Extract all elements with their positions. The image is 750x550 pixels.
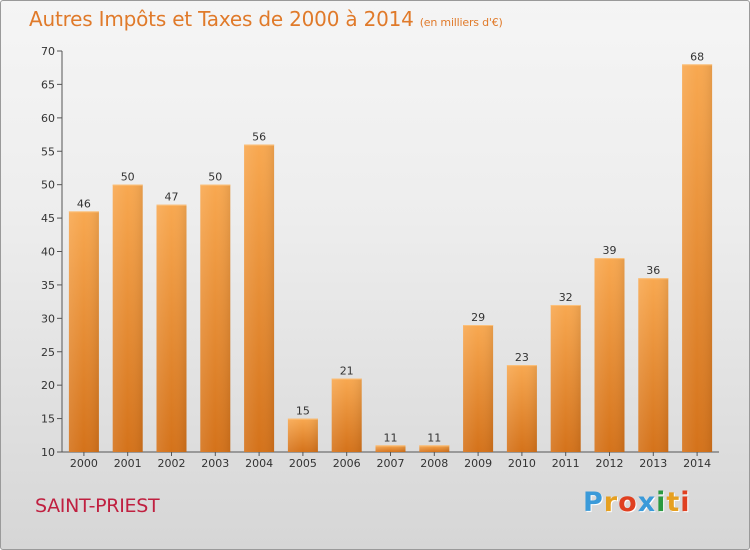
x-tick-label: 2014	[683, 457, 711, 470]
x-tick-label: 2000	[70, 457, 98, 470]
bar-value-label: 50	[121, 171, 135, 184]
chart-subtitle: (en milliers d'€)	[419, 16, 503, 29]
bar-shine	[506, 365, 537, 452]
bar-shine	[638, 278, 669, 452]
bar-value-label: 47	[165, 191, 179, 204]
logo-letter: o	[618, 487, 638, 518]
y-tick-label: 10	[41, 446, 55, 459]
y-tick-label: 60	[41, 112, 55, 125]
bar-shine	[331, 378, 362, 452]
bar-value-label: 36	[646, 264, 660, 277]
x-tick-label: 2005	[289, 457, 317, 470]
bar-shine	[200, 184, 231, 452]
y-tick-label: 50	[41, 179, 55, 192]
x-tick-label: 2010	[508, 457, 536, 470]
y-tick-label: 45	[41, 212, 55, 225]
bar-value-label: 21	[340, 364, 354, 377]
y-tick-label: 70	[41, 45, 55, 58]
chart-bars	[68, 64, 713, 453]
x-tick-label: 2002	[158, 457, 186, 470]
x-tick-label: 2009	[464, 457, 492, 470]
x-tick-label: 2012	[596, 457, 624, 470]
chart-axes: 10 15 20 25 30 35 40 45 50 55 60 65 70	[41, 45, 719, 459]
chart-labels: 46 2000 50 2001 47 2002 50 2003 56 2004 15 2005 21 20…	[70, 50, 711, 470]
y-tick-label: 30	[41, 312, 55, 325]
bar-value-label: 23	[515, 351, 529, 364]
x-tick-label: 2011	[552, 457, 580, 470]
x-tick-label: 2001	[114, 457, 142, 470]
bar-value-label: 39	[603, 244, 617, 257]
city-name: SAINT-PRIEST	[35, 495, 160, 517]
y-tick-label: 15	[41, 413, 55, 426]
bar-shine	[112, 184, 143, 452]
y-tick-label: 65	[41, 78, 55, 91]
x-tick-label: 2004	[245, 457, 273, 470]
logo-letter: i	[656, 487, 667, 518]
chart-title: Autres Impôts et Taxes de 2000 à 2014	[29, 7, 414, 31]
x-tick-label: 2003	[201, 457, 229, 470]
logo-letter: t	[666, 487, 681, 518]
proxiti-logo: Proxiti	[583, 487, 691, 518]
logo-letter: i	[680, 487, 691, 518]
bar-shine	[287, 418, 318, 452]
y-tick-label: 35	[41, 279, 55, 292]
bar-shine	[156, 204, 187, 452]
logo-letter: x	[637, 487, 657, 518]
bar-shine	[682, 64, 713, 452]
bar-shine	[375, 445, 406, 452]
chart-title-block: Autres Impôts et Taxes de 2000 à 2014 (en…	[29, 7, 503, 31]
bar-value-label: 29	[471, 311, 485, 324]
bar-value-label: 11	[384, 431, 398, 444]
bar-shine	[463, 325, 494, 452]
bar-shine	[419, 445, 450, 452]
y-tick-label: 40	[41, 246, 55, 259]
bar-shine	[68, 211, 99, 452]
bar-value-label: 46	[77, 197, 91, 210]
x-tick-label: 2013	[639, 457, 667, 470]
bar-shine	[550, 304, 581, 452]
bar-shine	[244, 144, 275, 453]
bar-shine	[594, 258, 625, 452]
x-tick-label: 2008	[420, 457, 448, 470]
bar-value-label: 68	[690, 50, 704, 63]
bar-value-label: 50	[208, 171, 222, 184]
y-tick-label: 20	[41, 379, 55, 392]
bar-value-label: 15	[296, 405, 310, 418]
y-tick-label: 25	[41, 346, 55, 359]
logo-letter: r	[603, 487, 619, 518]
bar-value-label: 32	[559, 291, 573, 304]
bar-value-label: 11	[427, 431, 441, 444]
bar-value-label: 56	[252, 131, 266, 144]
x-tick-label: 2006	[333, 457, 361, 470]
logo-letter: P	[583, 487, 604, 518]
x-tick-label: 2007	[377, 457, 405, 470]
y-tick-label: 55	[41, 145, 55, 158]
